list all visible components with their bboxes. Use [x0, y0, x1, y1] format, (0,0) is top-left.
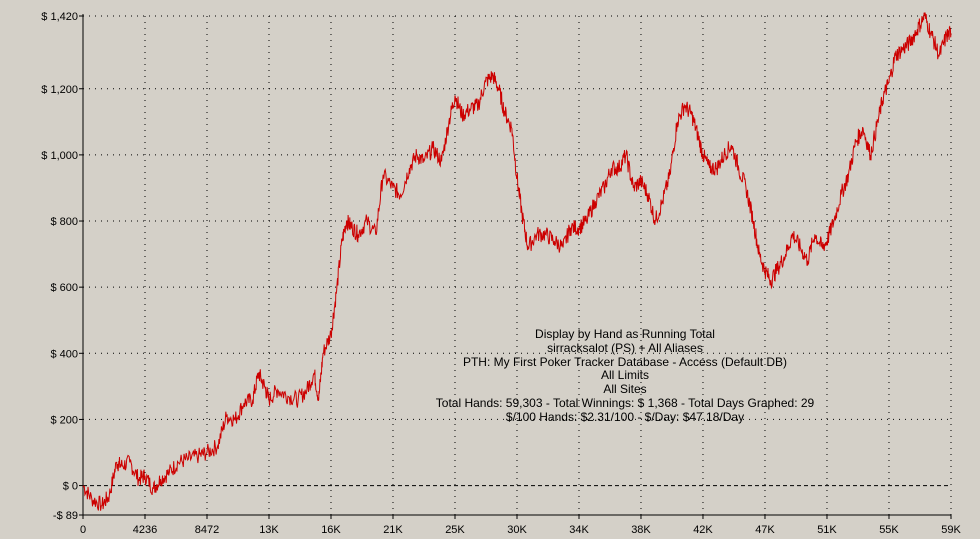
grid-lines: [83, 15, 952, 516]
info-player: sirracksalot (PS) + All Aliases: [547, 340, 703, 355]
y-tick-label: -$ 89: [53, 510, 78, 522]
x-tick-label: 13K: [259, 524, 279, 536]
x-tick-label: 59K: [941, 524, 961, 536]
info-panel: Display by Hand as Running Total sirrack…: [400, 327, 850, 425]
info-rates: $/100 Hands: $2.31/100 - $/Day: $47.18/D…: [505, 409, 745, 424]
x-tick-label: 4236: [133, 524, 157, 536]
series-layer: [82, 12, 952, 511]
x-tick-label: 8472: [195, 524, 219, 536]
info-limits: All Limits: [600, 368, 649, 383]
y-tick-label: $ 0: [63, 481, 78, 493]
axes: [79, 14, 952, 519]
info-display-mode: Display by Hand as Running Total: [535, 327, 715, 341]
x-tick-label: 51K: [817, 524, 837, 536]
x-tick-label: 55K: [879, 524, 899, 536]
y-tick-label: $ 600: [50, 282, 78, 294]
y-tick-label: $ 1,000: [41, 150, 78, 162]
x-tick-label: 21K: [383, 524, 403, 536]
y-tick-label: $ 800: [50, 216, 78, 228]
running-total-line: [82, 12, 952, 511]
x-tick-label: 34K: [569, 524, 589, 536]
y-tick-label: $ 1,200: [41, 84, 78, 96]
x-tick-label: 47K: [755, 524, 775, 536]
x-tick-label: 30K: [507, 524, 527, 536]
y-tick-label: $ 1,420: [41, 11, 78, 23]
y-tick-label: $ 200: [50, 414, 78, 426]
info-totals: Total Hands: 59,303 - Total Winnings: $ …: [435, 395, 815, 410]
x-tick-label: 16K: [321, 524, 341, 536]
x-tick-label: 42K: [693, 524, 713, 536]
info-database: PTH: My First Poker Tracker Database - A…: [462, 354, 788, 369]
tick-labels: $ 1,420 $ 1,200 $ 1,000 $ 800 $ 600 $ 400 $ 20…: [41, 11, 961, 536]
y-tick-label: $ 400: [50, 348, 78, 360]
x-tick-label: 0: [80, 524, 86, 536]
x-tick-label: 25K: [445, 524, 465, 536]
x-tick-label: 38K: [631, 524, 651, 536]
info-sites: All Sites: [603, 382, 647, 397]
